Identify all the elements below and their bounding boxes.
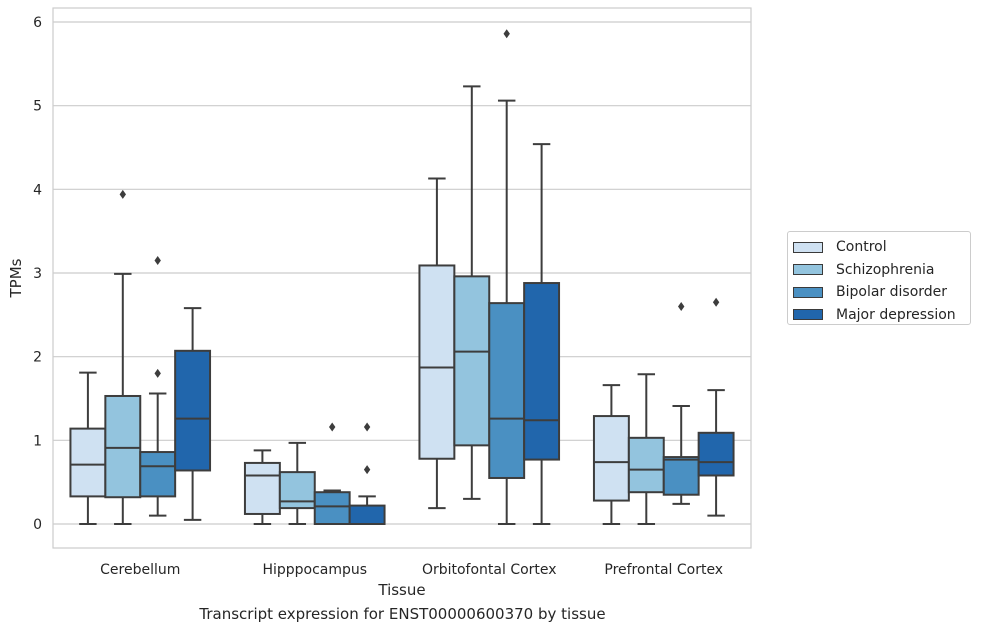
legend-label: Major depression bbox=[836, 306, 956, 323]
y-tick-labels: 0 1 2 3 4 5 6 bbox=[33, 15, 42, 533]
legend-label: Control bbox=[836, 239, 887, 256]
box-schizophrenia bbox=[104, 189, 142, 525]
box-schizophrenia bbox=[627, 373, 665, 525]
outlier-point bbox=[503, 29, 510, 39]
y-tick-label: 1 bbox=[33, 433, 42, 449]
box-iqr bbox=[418, 264, 456, 460]
legend-item: Schizophrenia bbox=[793, 259, 970, 282]
outlier-point bbox=[154, 255, 161, 265]
outlier-point bbox=[678, 301, 685, 311]
box-major-depression bbox=[174, 307, 212, 521]
y-tick-label: 0 bbox=[33, 517, 42, 533]
outlier-point bbox=[154, 368, 161, 378]
box-iqr bbox=[139, 451, 177, 498]
box-major-depression bbox=[523, 143, 561, 525]
box-iqr bbox=[592, 415, 630, 502]
legend-item: Major depression bbox=[793, 304, 970, 327]
box-iqr bbox=[662, 456, 700, 496]
box-iqr bbox=[523, 282, 561, 461]
box-iqr bbox=[69, 427, 107, 498]
outlier-point bbox=[329, 422, 336, 432]
box-iqr bbox=[348, 504, 386, 525]
box-iqr bbox=[313, 491, 351, 525]
box-control bbox=[592, 384, 630, 525]
legend-swatch bbox=[793, 286, 823, 298]
box-bipolar-disorder bbox=[488, 29, 526, 525]
legend-label: Bipolar disorder bbox=[836, 284, 948, 301]
x-tick-label: Orbitofontal Cortex bbox=[422, 562, 557, 578]
outlier-point bbox=[363, 465, 371, 475]
x-tick-label: Prefrontal Cortex bbox=[604, 562, 723, 578]
box-bipolar-disorder bbox=[313, 422, 351, 525]
x-axis-label: Tissue bbox=[377, 581, 425, 599]
chart-title: Transcript expression for ENST0000060037… bbox=[199, 605, 606, 623]
outlier-point bbox=[363, 422, 371, 432]
box-bipolar-disorder bbox=[662, 301, 700, 505]
box-iqr bbox=[453, 275, 491, 447]
box-schizophrenia bbox=[453, 85, 491, 500]
box-control bbox=[243, 449, 281, 525]
y-tick-label: 6 bbox=[33, 15, 42, 31]
box-major-depression bbox=[348, 422, 386, 525]
box-iqr bbox=[174, 349, 212, 472]
box-iqr bbox=[627, 436, 665, 494]
x-tick-label: Cerebellum bbox=[100, 562, 180, 578]
y-tick-label: 2 bbox=[33, 350, 42, 366]
box-iqr bbox=[104, 394, 142, 499]
box-groups bbox=[69, 29, 735, 525]
box-schizophrenia bbox=[278, 441, 316, 525]
box-iqr bbox=[278, 471, 316, 510]
legend: Control Schizophrenia Bipolar disorder Majo… bbox=[787, 231, 971, 325]
box-major-depression bbox=[697, 297, 735, 517]
y-tick-label: 5 bbox=[33, 99, 42, 115]
x-tick-labels: Cerebellum Hipppocampus Orbitofontal Corte… bbox=[100, 562, 723, 578]
legend-swatch bbox=[793, 309, 823, 321]
box-iqr bbox=[697, 431, 735, 477]
outlier-point bbox=[712, 297, 720, 307]
x-tick-label: Hipppocampus bbox=[262, 562, 367, 578]
legend-swatch bbox=[793, 264, 823, 276]
box-iqr bbox=[488, 302, 526, 479]
box-bipolar-disorder bbox=[139, 255, 177, 517]
box-iqr bbox=[243, 461, 281, 515]
y-tick-label: 3 bbox=[33, 266, 42, 282]
legend-label: Schizophrenia bbox=[836, 261, 935, 278]
y-axis-label: TPMs bbox=[7, 258, 25, 298]
box-control bbox=[69, 371, 107, 525]
legend-item: Control bbox=[793, 236, 970, 259]
outlier-point bbox=[119, 189, 126, 199]
legend-swatch bbox=[793, 241, 823, 253]
legend-item: Bipolar disorder bbox=[793, 281, 970, 304]
y-tick-label: 4 bbox=[33, 182, 42, 198]
